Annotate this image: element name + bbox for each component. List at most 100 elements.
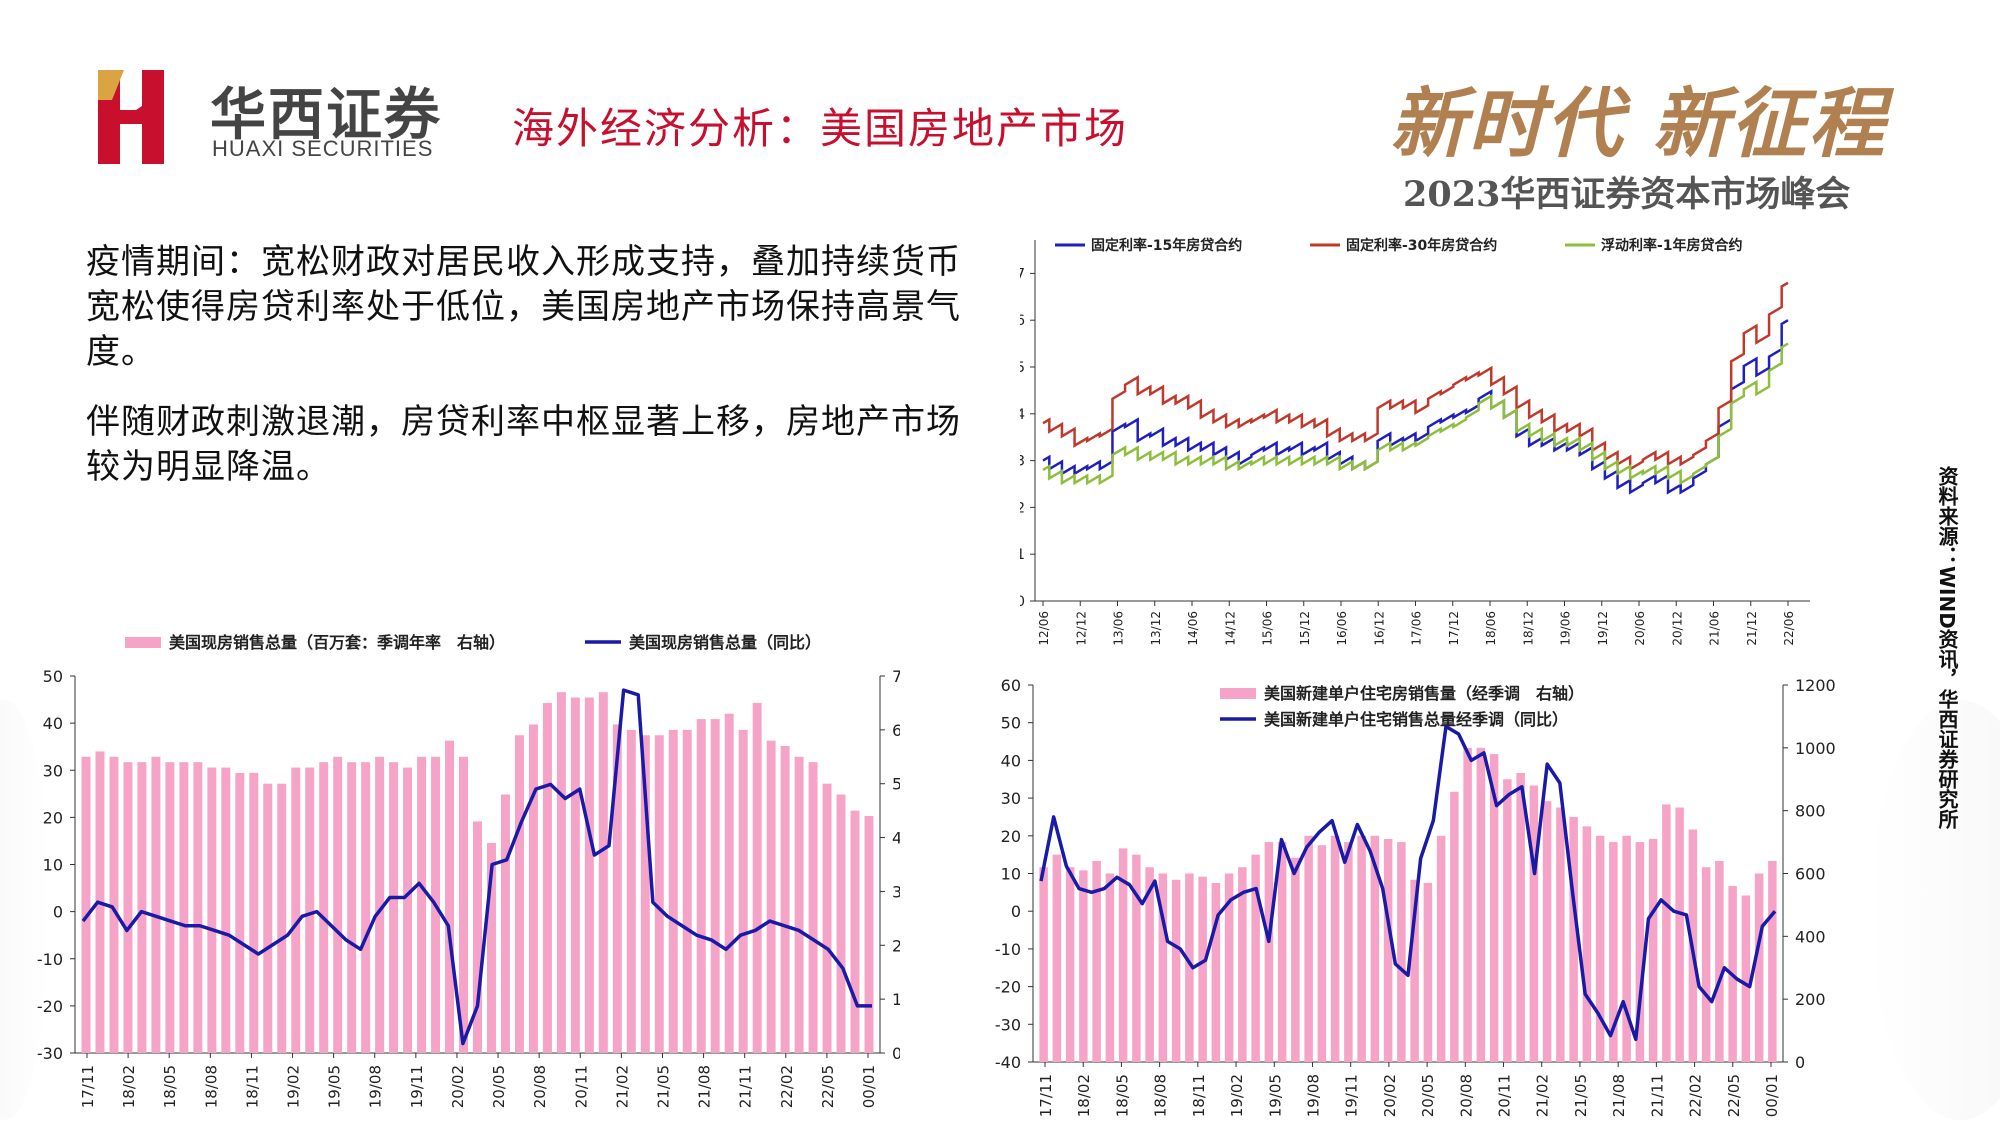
left-y-tick-label: 60 bbox=[1001, 676, 1021, 695]
x-tick-label: 16/06 bbox=[1335, 611, 1349, 646]
bar bbox=[1370, 835, 1380, 1062]
analysis-paragraph-1: 疫情期间：宽松财政对居民收入形成支持，叠加持续货币宽松使得房贷利率处于低位，美国… bbox=[86, 242, 961, 372]
x-tick-label: 19/08 bbox=[1304, 1074, 1322, 1117]
bar bbox=[1648, 838, 1658, 1062]
x-tick-label: 12/12 bbox=[1074, 611, 1088, 646]
new-home-sales-chart: -40-30-20-100102030405060020040060080010… bbox=[995, 676, 1836, 1117]
x-tick-label: 22/02 bbox=[1687, 1074, 1705, 1117]
bar bbox=[598, 692, 608, 1053]
bar bbox=[1198, 876, 1207, 1062]
bar bbox=[319, 762, 329, 1053]
x-tick-label: 22/06 bbox=[1782, 611, 1796, 646]
x-tick-label: 18/05 bbox=[161, 1065, 179, 1108]
x-tick-label: 18/05 bbox=[1113, 1074, 1131, 1117]
bar bbox=[1224, 873, 1234, 1062]
x-tick-label: 17/11 bbox=[79, 1065, 97, 1108]
bar bbox=[1145, 867, 1154, 1062]
bar bbox=[403, 767, 413, 1053]
bar bbox=[347, 762, 357, 1053]
bar bbox=[1516, 772, 1525, 1062]
bar bbox=[305, 767, 315, 1053]
x-tick-label: 17/11 bbox=[1037, 1074, 1055, 1117]
bar bbox=[1489, 754, 1499, 1062]
left-y-tick-label: 10 bbox=[1001, 865, 1021, 884]
bar bbox=[1662, 804, 1671, 1062]
x-tick-label: 19/02 bbox=[285, 1065, 303, 1108]
y-tick-label: 1 bbox=[1020, 547, 1025, 563]
bar bbox=[249, 772, 259, 1053]
bar bbox=[165, 762, 175, 1053]
bar bbox=[1423, 882, 1433, 1062]
summit-name: 2023华西证券资本市场峰会 bbox=[1403, 174, 1851, 215]
left-y-tick-label: 50 bbox=[43, 667, 63, 686]
bar bbox=[389, 762, 399, 1053]
x-tick-label: 21/02 bbox=[1534, 1074, 1552, 1117]
y-tick-label: 3 bbox=[1020, 454, 1025, 470]
x-tick-label: 22/02 bbox=[778, 1065, 796, 1108]
logo-chinese-name: 华西证券 bbox=[210, 82, 442, 148]
bar bbox=[137, 762, 147, 1053]
x-tick-label: 19/11 bbox=[1343, 1074, 1361, 1117]
bar bbox=[459, 756, 468, 1053]
bar bbox=[221, 767, 231, 1053]
x-tick-label: 20/05 bbox=[490, 1065, 508, 1108]
x-tick-label: 18/08 bbox=[1152, 1074, 1170, 1117]
bar bbox=[151, 756, 161, 1053]
right-y-tick-label: 3 bbox=[892, 882, 900, 901]
bar bbox=[445, 740, 455, 1053]
y-tick-label: 2 bbox=[1020, 500, 1025, 516]
x-tick-label: 18/02 bbox=[1075, 1074, 1093, 1117]
x-tick-label: 19/05 bbox=[326, 1065, 344, 1108]
x-tick-label: 20/05 bbox=[1419, 1074, 1437, 1117]
x-tick-label: 21/11 bbox=[737, 1065, 755, 1108]
bar bbox=[277, 783, 287, 1053]
left-y-tick-label: -20 bbox=[37, 997, 63, 1016]
legend-label-3: 浮动利率-1年房贷合约 bbox=[1601, 237, 1743, 254]
bar bbox=[235, 772, 245, 1053]
left-y-tick-label: 0 bbox=[53, 903, 63, 922]
bar bbox=[1118, 848, 1128, 1062]
bar bbox=[487, 842, 496, 1053]
bar bbox=[1304, 835, 1313, 1062]
x-tick-label: 21/02 bbox=[613, 1065, 631, 1108]
yoy-line bbox=[1039, 724, 1777, 1042]
bar bbox=[123, 762, 133, 1053]
x-tick-label: 18/11 bbox=[243, 1065, 261, 1108]
bar bbox=[1529, 785, 1539, 1062]
bar bbox=[1251, 854, 1260, 1062]
x-tick-label: 00/01 bbox=[860, 1065, 878, 1108]
y-tick-label: 5 bbox=[1020, 360, 1025, 376]
bar bbox=[1105, 873, 1115, 1062]
bar bbox=[1330, 835, 1340, 1062]
bar bbox=[612, 724, 622, 1053]
x-tick-label: 18/12 bbox=[1521, 611, 1535, 646]
bar bbox=[710, 719, 720, 1053]
logo-english-name: HUAXI SECURITIES bbox=[212, 136, 434, 161]
right-y-tick-label: 5 bbox=[892, 775, 900, 794]
right-y-tick-label: 6 bbox=[892, 721, 900, 740]
bar bbox=[1582, 826, 1592, 1062]
x-tick-label: 19/06 bbox=[1559, 611, 1573, 646]
bar bbox=[1450, 791, 1459, 1062]
bar bbox=[1410, 879, 1419, 1062]
bar bbox=[1264, 842, 1274, 1062]
bar bbox=[1622, 835, 1631, 1062]
right-y-tick-label: 600 bbox=[1795, 865, 1826, 884]
right-y-tick-label: 0 bbox=[892, 1044, 900, 1063]
left-y-tick-label: -30 bbox=[995, 1015, 1021, 1034]
x-tick-label: 14/12 bbox=[1223, 611, 1237, 646]
bar bbox=[542, 702, 552, 1053]
bar bbox=[682, 729, 692, 1053]
bar bbox=[864, 816, 874, 1053]
right-y-tick-label: 400 bbox=[1795, 927, 1826, 946]
bar bbox=[1463, 747, 1472, 1062]
bar bbox=[1039, 867, 1048, 1062]
legend-label-line: 美国新建单户住宅销售总量经季调（同比） bbox=[1264, 710, 1568, 729]
x-tick-label: 21/12 bbox=[1745, 611, 1759, 646]
x-tick-label: 20/12 bbox=[1670, 611, 1684, 646]
bar bbox=[1701, 867, 1711, 1062]
y-tick-label: 6 bbox=[1020, 313, 1025, 329]
left-y-tick-label: -40 bbox=[995, 1053, 1021, 1072]
series-line-1 bbox=[1042, 319, 1789, 495]
legend-label-bars: 美国现房销售总量（百万套：季调年率 右轴） bbox=[169, 633, 505, 652]
